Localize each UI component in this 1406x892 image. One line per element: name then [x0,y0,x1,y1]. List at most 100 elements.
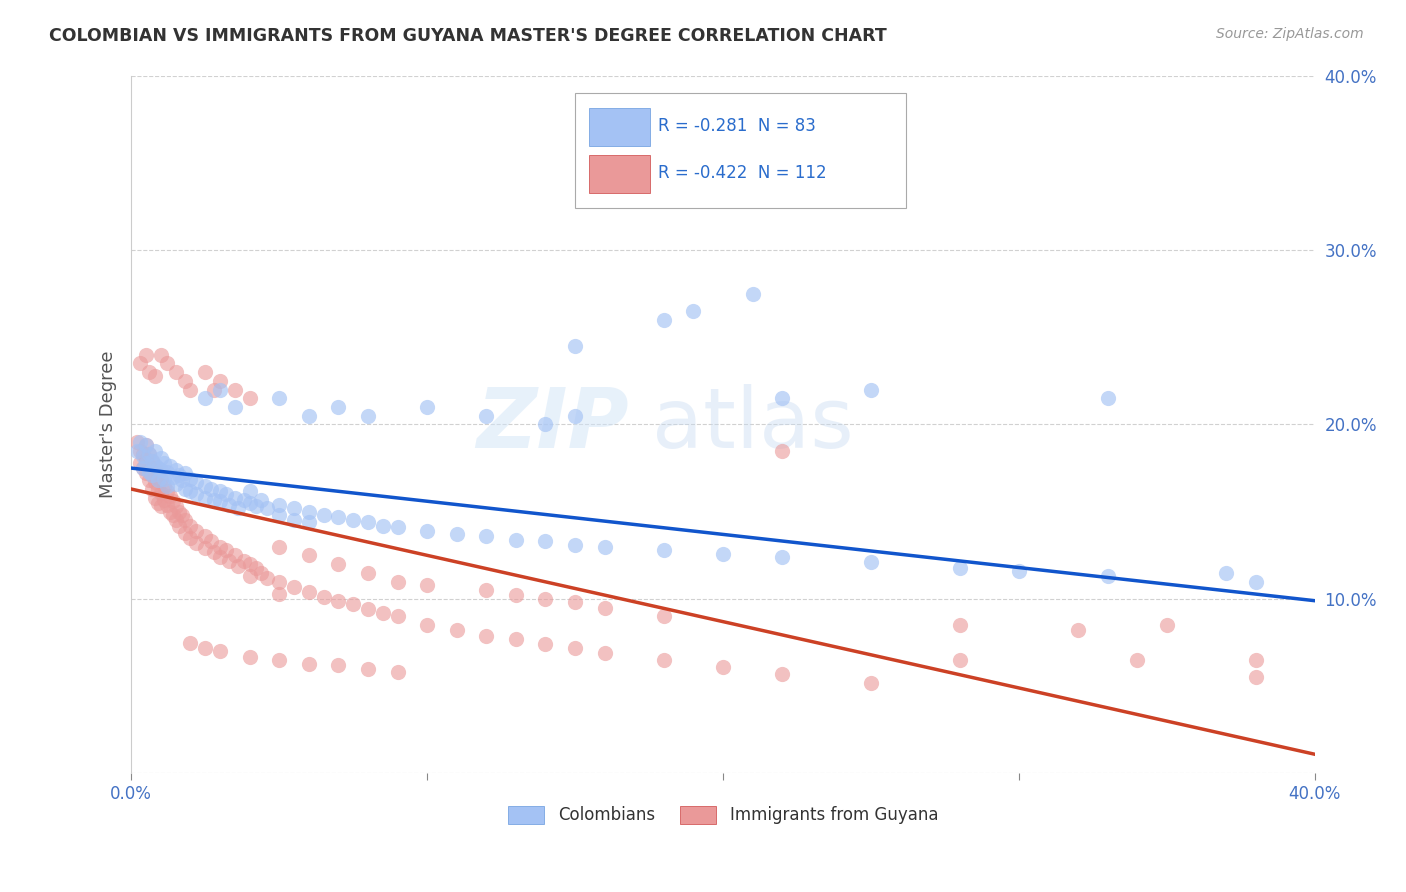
Point [593,600,616,615]
Point [135,438,157,452]
Point [152,492,174,507]
FancyBboxPatch shape [589,155,650,193]
Point [129,456,152,470]
Point [357,566,380,580]
Point [135,438,157,452]
Point [143,443,166,458]
Point [215,543,238,558]
Point [208,550,231,565]
Point [200,534,222,549]
Point [159,505,181,519]
Point [224,549,246,563]
Point [208,494,231,508]
Point [156,498,179,512]
Point [239,392,262,406]
Point [1156,618,1178,632]
Point [173,525,195,540]
Point [770,667,793,681]
Point [141,454,163,468]
Point [770,550,793,565]
Point [146,496,169,510]
Point [143,491,166,505]
Point [149,463,172,477]
Point [226,558,249,573]
Point [830,191,852,205]
Text: COLOMBIAN VS IMMIGRANTS FROM GUYANA MASTER'S DEGREE CORRELATION CHART: COLOMBIAN VS IMMIGRANTS FROM GUYANA MAST… [49,27,887,45]
Point [146,467,169,481]
Point [132,461,155,475]
Point [1215,566,1237,580]
Point [269,540,291,554]
Point [226,501,249,516]
Point [129,443,152,458]
Point [505,533,527,547]
Point [141,482,163,496]
Point [859,383,882,397]
Point [127,443,149,458]
Point [298,585,321,599]
Point [138,461,160,475]
Point [146,461,169,475]
Point [357,515,380,529]
Point [194,541,217,556]
Point [298,549,321,563]
Point [186,475,208,489]
Point [156,356,179,370]
Point [179,518,201,533]
Point [770,392,793,406]
Point [186,524,208,538]
Point [165,476,187,491]
Text: R = -0.422  N = 112: R = -0.422 N = 112 [658,164,827,182]
Point [269,587,291,601]
Point [208,383,231,397]
Point [269,498,291,512]
Point [224,491,246,505]
Point [250,492,273,507]
Point [165,513,187,527]
Point [149,348,172,362]
Point [534,591,557,606]
Point [208,540,231,554]
Point [173,467,195,481]
Point [652,543,675,558]
FancyBboxPatch shape [575,93,907,208]
Point [298,515,321,529]
Point [357,662,380,676]
Point [416,578,439,592]
Point [328,510,350,524]
Point [138,473,160,487]
Point [156,483,179,498]
Y-axis label: Master's Degree: Master's Degree [100,351,117,499]
Point [232,553,254,567]
Point [269,508,291,523]
Point [135,467,157,481]
Point [143,368,166,383]
Point [256,571,278,585]
Point [138,447,160,461]
Point [170,473,193,487]
Point [239,483,262,498]
Point [165,500,187,514]
FancyBboxPatch shape [589,108,650,146]
Point [245,560,267,574]
Point [208,374,231,388]
Point [949,618,972,632]
Point [167,468,190,483]
Point [200,482,222,496]
Point [387,665,409,680]
Point [416,524,439,538]
Point [138,365,160,379]
Point [1008,564,1031,578]
Point [387,574,409,589]
Point [534,637,557,651]
Point [342,597,364,611]
Point [357,409,380,423]
Point [741,286,763,301]
Point [245,500,267,514]
Point [146,473,169,487]
Point [132,461,155,475]
Point [269,653,291,667]
Point [167,505,190,519]
Point [328,658,350,673]
Point [208,483,231,498]
